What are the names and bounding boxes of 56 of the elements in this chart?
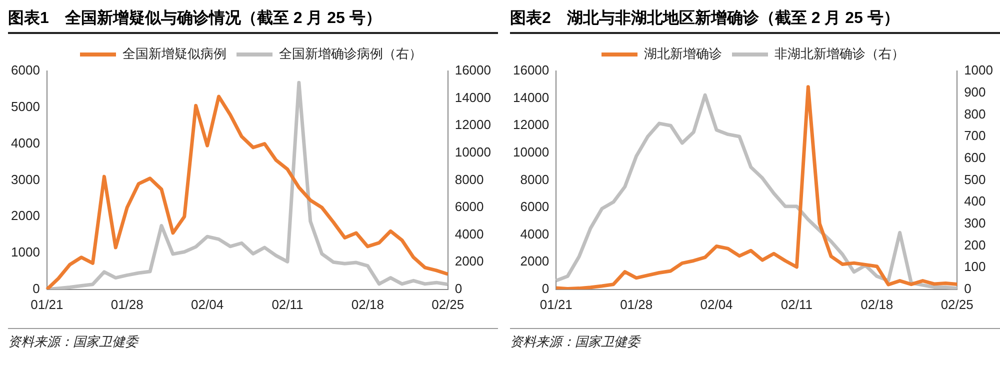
y2-tick-label: 200 bbox=[964, 237, 986, 252]
y-tick-label: 4000 bbox=[520, 226, 550, 242]
y2-tick-label: 14000 bbox=[454, 90, 492, 105]
x-tick-label: 02/04 bbox=[700, 296, 733, 312]
y-tick-label: 4000 bbox=[11, 135, 40, 150]
y-tick-label: 3000 bbox=[11, 172, 40, 187]
y2-tick-label: 600 bbox=[964, 150, 986, 165]
x-tick-label: 02/11 bbox=[780, 296, 812, 312]
y-tick-label: 0 bbox=[542, 280, 550, 296]
y2-tick-label: 0 bbox=[454, 280, 462, 296]
y-tick-label: 14000 bbox=[512, 90, 550, 105]
chart-title: 图表2 湖北与非湖北地区新增确诊（截至 2 月 25 号） bbox=[510, 8, 1000, 34]
y2-tick-label: 300 bbox=[964, 215, 986, 230]
legend-label: 全国新增疑似病例 bbox=[122, 46, 226, 62]
y2-tick-label: 4000 bbox=[454, 226, 484, 242]
legend-label: 全国新增确诊病例（右） bbox=[279, 46, 422, 62]
y-tick-label: 6000 bbox=[11, 62, 40, 78]
y2-tick-label: 6000 bbox=[454, 199, 484, 214]
y2-tick-label: 2000 bbox=[454, 254, 484, 269]
y-tick-label: 6000 bbox=[520, 199, 550, 214]
x-tick-label: 01/28 bbox=[620, 296, 653, 312]
chart-title: 图表1 全国新增疑似与确诊情况（截至 2 月 25 号） bbox=[8, 8, 498, 34]
legend-label: 非湖北新增确诊（右） bbox=[774, 46, 904, 62]
y-tick-label: 2000 bbox=[520, 254, 550, 269]
y2-tick-label: 0 bbox=[964, 280, 972, 296]
y-tick-label: 10000 bbox=[512, 144, 550, 160]
y2-tick-label: 10000 bbox=[454, 144, 492, 160]
y-tick-label: 8000 bbox=[520, 172, 550, 187]
x-tick-label: 02/11 bbox=[272, 296, 304, 312]
y2-tick-label: 16000 bbox=[454, 62, 492, 78]
x-tick-label: 02/25 bbox=[432, 296, 464, 312]
y2-tick-label: 700 bbox=[964, 128, 986, 144]
y-tick-label: 12000 bbox=[512, 117, 550, 132]
y2-tick-label: 400 bbox=[964, 194, 986, 209]
legend-label: 湖北新增确诊 bbox=[644, 46, 722, 62]
y2-tick-label: 1000 bbox=[964, 62, 993, 78]
y-tick-label: 16000 bbox=[512, 62, 550, 78]
y2-tick-label: 800 bbox=[964, 106, 986, 122]
y2-tick-label: 900 bbox=[964, 84, 986, 100]
y-tick-label: 2000 bbox=[11, 208, 40, 224]
y-tick-label: 0 bbox=[32, 280, 40, 296]
y-tick-label: 1000 bbox=[11, 244, 40, 260]
x-tick-label: 01/21 bbox=[30, 296, 64, 312]
y2-tick-label: 8000 bbox=[454, 172, 484, 187]
y2-tick-label: 12000 bbox=[454, 117, 492, 132]
x-tick-label: 02/04 bbox=[191, 296, 224, 312]
y2-tick-label: 100 bbox=[964, 259, 986, 274]
x-tick-label: 02/18 bbox=[860, 296, 894, 312]
y-tick-label: 5000 bbox=[11, 98, 40, 114]
text: 资料来源：国家卫健委 bbox=[510, 328, 1000, 351]
x-tick-label: 01/21 bbox=[540, 296, 572, 312]
x-tick-label: 02/18 bbox=[351, 296, 384, 312]
text: 资料来源：国家卫健委 bbox=[8, 328, 498, 351]
x-tick-label: 01/28 bbox=[110, 296, 144, 312]
y2-tick-label: 500 bbox=[964, 172, 986, 187]
x-tick-label: 02/25 bbox=[940, 296, 974, 312]
